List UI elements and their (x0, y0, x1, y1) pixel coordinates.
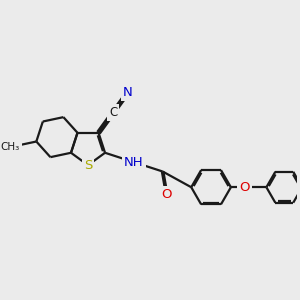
Text: CH₃: CH₃ (0, 142, 19, 152)
Text: O: O (239, 181, 250, 194)
Text: S: S (84, 159, 92, 172)
Text: N: N (123, 86, 133, 99)
Text: O: O (161, 188, 172, 201)
Text: C: C (109, 106, 117, 119)
Text: NH: NH (124, 156, 144, 169)
